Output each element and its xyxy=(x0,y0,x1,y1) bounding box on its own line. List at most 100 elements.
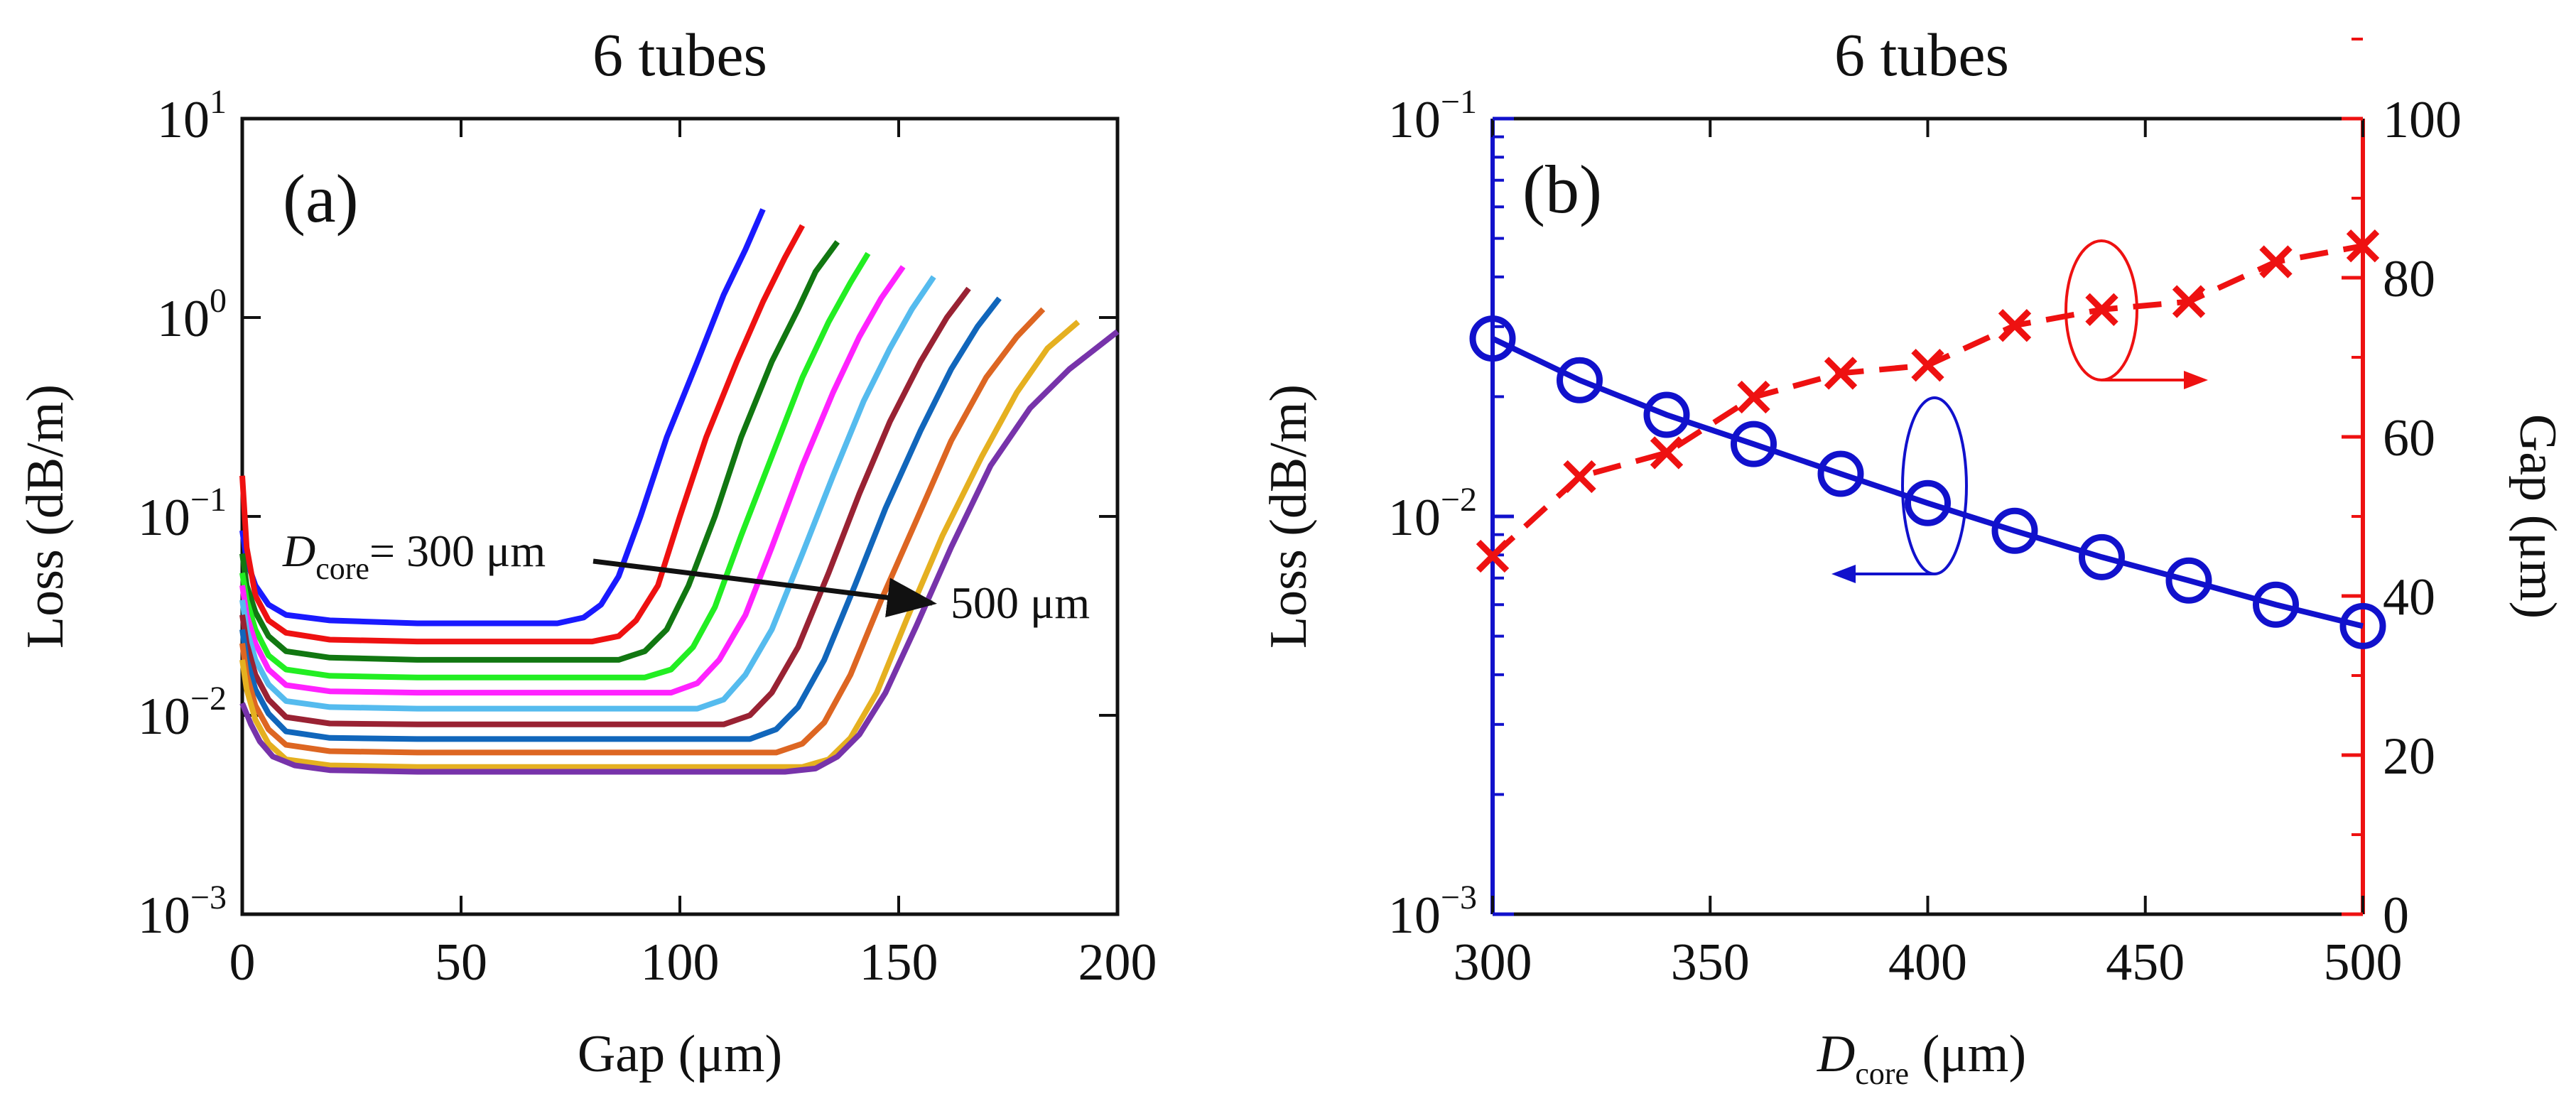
chart-b-x-tick-label: 500 xyxy=(2324,933,2403,992)
chart-b-series xyxy=(1469,229,2386,649)
chart-b-loss-point xyxy=(2253,581,2299,628)
chart-a-series-line-9 xyxy=(239,307,1046,756)
chart-a-y-tick-label-base: 10 xyxy=(157,91,210,149)
chart-b-x-tick-label: 350 xyxy=(1671,933,1750,992)
chart-b-gap-point xyxy=(1650,436,1684,470)
chart-a-x-tick-label: 50 xyxy=(435,933,487,992)
chart-b-x-tick-label: 450 xyxy=(2106,933,2185,992)
chart-a-series-line-2 xyxy=(239,224,806,645)
chart-a-y-tick-label-exponent: −1 xyxy=(190,481,227,519)
chart-b-gap-point xyxy=(1563,460,1596,494)
chart-a-x-tick-label: 100 xyxy=(641,933,720,992)
chart-a-y-tick-label: 10−2 xyxy=(138,680,227,746)
chart-b-x-axis-symbol: D xyxy=(1817,1025,1855,1083)
chart-a-y-tick-label: 101 xyxy=(157,83,227,149)
chart-a-x-tick-label: 200 xyxy=(1078,933,1157,992)
chart-a-series-line-10 xyxy=(239,320,1081,770)
chart-b-loss-point xyxy=(2165,557,2212,604)
chart-a-y-tick-label-exponent: −3 xyxy=(190,879,227,916)
chart-b-loss-point xyxy=(2339,602,2386,649)
chart-b-right-y-tick-label: 100 xyxy=(2383,91,2462,149)
chart-a-series-line-5 xyxy=(239,265,906,696)
chart-a-y-tick-label-exponent: −2 xyxy=(190,680,227,717)
chart-a-annotation-start: Dcore= 300 μm xyxy=(282,526,546,586)
chart-b-left-y-tick-label: 10−2 xyxy=(1388,481,1477,547)
chart-b-panel-label: (b) xyxy=(1522,151,1602,227)
chart-a-y-tick-label: 10−3 xyxy=(138,879,227,945)
chart-a-series-line-6 xyxy=(239,275,936,712)
chart-b-loss-point xyxy=(1643,391,1690,438)
chart-b-right-y-tick-label: 80 xyxy=(2383,250,2435,308)
chart-a-y-axis-label: Loss (dB/m) xyxy=(16,384,75,649)
chart-b-right-y-tick-label: 20 xyxy=(2383,727,2435,786)
chart-b-left-y-axis-label: Loss (dB/m) xyxy=(1260,384,1318,649)
chart-b-gap-point xyxy=(2172,285,2206,318)
chart-a-annotation-end: 500 μm xyxy=(951,578,1090,628)
chart-b-gap-axis-arrow-icon xyxy=(2184,371,2208,389)
chart-a-y-tick-label-base: 10 xyxy=(138,688,190,746)
chart-a-y-tick-label-base: 10 xyxy=(138,887,190,945)
chart-b-right-y-tick-label: 60 xyxy=(2383,409,2435,467)
chart-b-x-axis-subscript: core xyxy=(1855,1056,1909,1091)
chart-b-gap-point xyxy=(1824,357,1858,390)
chart-b-loss-point xyxy=(2079,533,2125,580)
chart-a-series-line-4 xyxy=(239,251,871,681)
chart-b-left-y-tick-label-exponent: −1 xyxy=(1441,83,1477,121)
chart-b-loss-point xyxy=(1469,315,1516,362)
chart-a-x-axis-label: Gap (μm) xyxy=(578,1025,782,1083)
chart-a-x-tick-label: 0 xyxy=(229,933,256,992)
chart-b-left-y-tick-label-exponent: −2 xyxy=(1441,481,1477,519)
chart-a-y-tick-label-base: 10 xyxy=(138,489,190,547)
chart-b-gap-point xyxy=(1737,380,1770,414)
chart-a-panel-label: (a) xyxy=(283,161,359,237)
chart-b-gap-point xyxy=(2085,293,2118,326)
chart-a-series-line-7 xyxy=(239,286,971,727)
chart-b-left-y-tick-label-base: 10 xyxy=(1388,887,1441,945)
chart-b-gap-point xyxy=(1998,309,2032,342)
chart-b-right-y-tick-label: 40 xyxy=(2383,568,2435,627)
chart-b-gap-point xyxy=(1476,539,1510,573)
chart-a-annotation-subscript: core xyxy=(315,551,369,586)
chart-b-gap-point xyxy=(2259,245,2293,278)
chart-a-annotation-arrow xyxy=(592,558,937,618)
chart-a-title: 6 tubes xyxy=(592,21,767,89)
chart-a-series-line-8 xyxy=(239,296,1002,742)
chart-b-left-y-tick-label-base: 10 xyxy=(1388,489,1441,547)
chart-b-x-axis-label: Dcore (μm) xyxy=(1817,1025,2026,1091)
chart-b-loss-point xyxy=(1817,450,1864,497)
chart-a-x-tick-label: 150 xyxy=(860,933,938,992)
chart-a-y-tick-label: 100 xyxy=(157,282,227,348)
chart-a-annotation-symbol: D xyxy=(282,526,315,576)
chart-b-left-y-tick-label-base: 10 xyxy=(1388,91,1441,149)
chart-panel-b: 6 tubes 300 350 400 450 50010−310−210−102040… xyxy=(1260,21,2567,1091)
chart-b-gap-point xyxy=(2346,229,2380,263)
chart-b-right-y-tick-label: 0 xyxy=(2383,887,2409,945)
chart-b-right-y-axis-label: Gap (μm) xyxy=(2509,414,2567,619)
chart-b-x-axis-unit: (μm) xyxy=(1909,1025,2026,1083)
chart-b-loss-point xyxy=(1557,357,1603,403)
chart-b-loss-line xyxy=(1491,335,2364,629)
chart-b-title: 6 tubes xyxy=(1834,21,2009,89)
chart-a-y-tick-label-exponent: 1 xyxy=(210,83,227,121)
chart-b-left-y-tick-label: 10−1 xyxy=(1388,83,1477,149)
chart-a-y-tick-label: 10−1 xyxy=(138,481,227,547)
chart-b-left-y-tick-label-exponent: −3 xyxy=(1441,879,1477,916)
chart-a-series-line-3 xyxy=(239,240,840,663)
chart-b-loss-axis-arrow-icon xyxy=(1831,565,1856,583)
chart-b-loss-point xyxy=(1731,421,1777,467)
chart-a-series-line-11 xyxy=(239,329,1120,775)
chart-b-loss-point xyxy=(1991,507,2038,554)
chart-b-x-tick-label: 400 xyxy=(1888,933,1967,992)
chart-a-series xyxy=(239,208,1120,775)
chart-b-x-tick-label: 300 xyxy=(1454,933,1532,992)
chart-a-y-tick-label-base: 10 xyxy=(157,290,210,348)
chart-b-left-y-tick-label: 10−3 xyxy=(1388,879,1477,945)
chart-b-loss-point xyxy=(1905,479,1951,526)
chart-a-annotation-value: = 300 μm xyxy=(369,526,546,576)
chart-a-series-line-1 xyxy=(239,208,766,627)
chart-a-y-tick-label-exponent: 0 xyxy=(210,282,227,320)
